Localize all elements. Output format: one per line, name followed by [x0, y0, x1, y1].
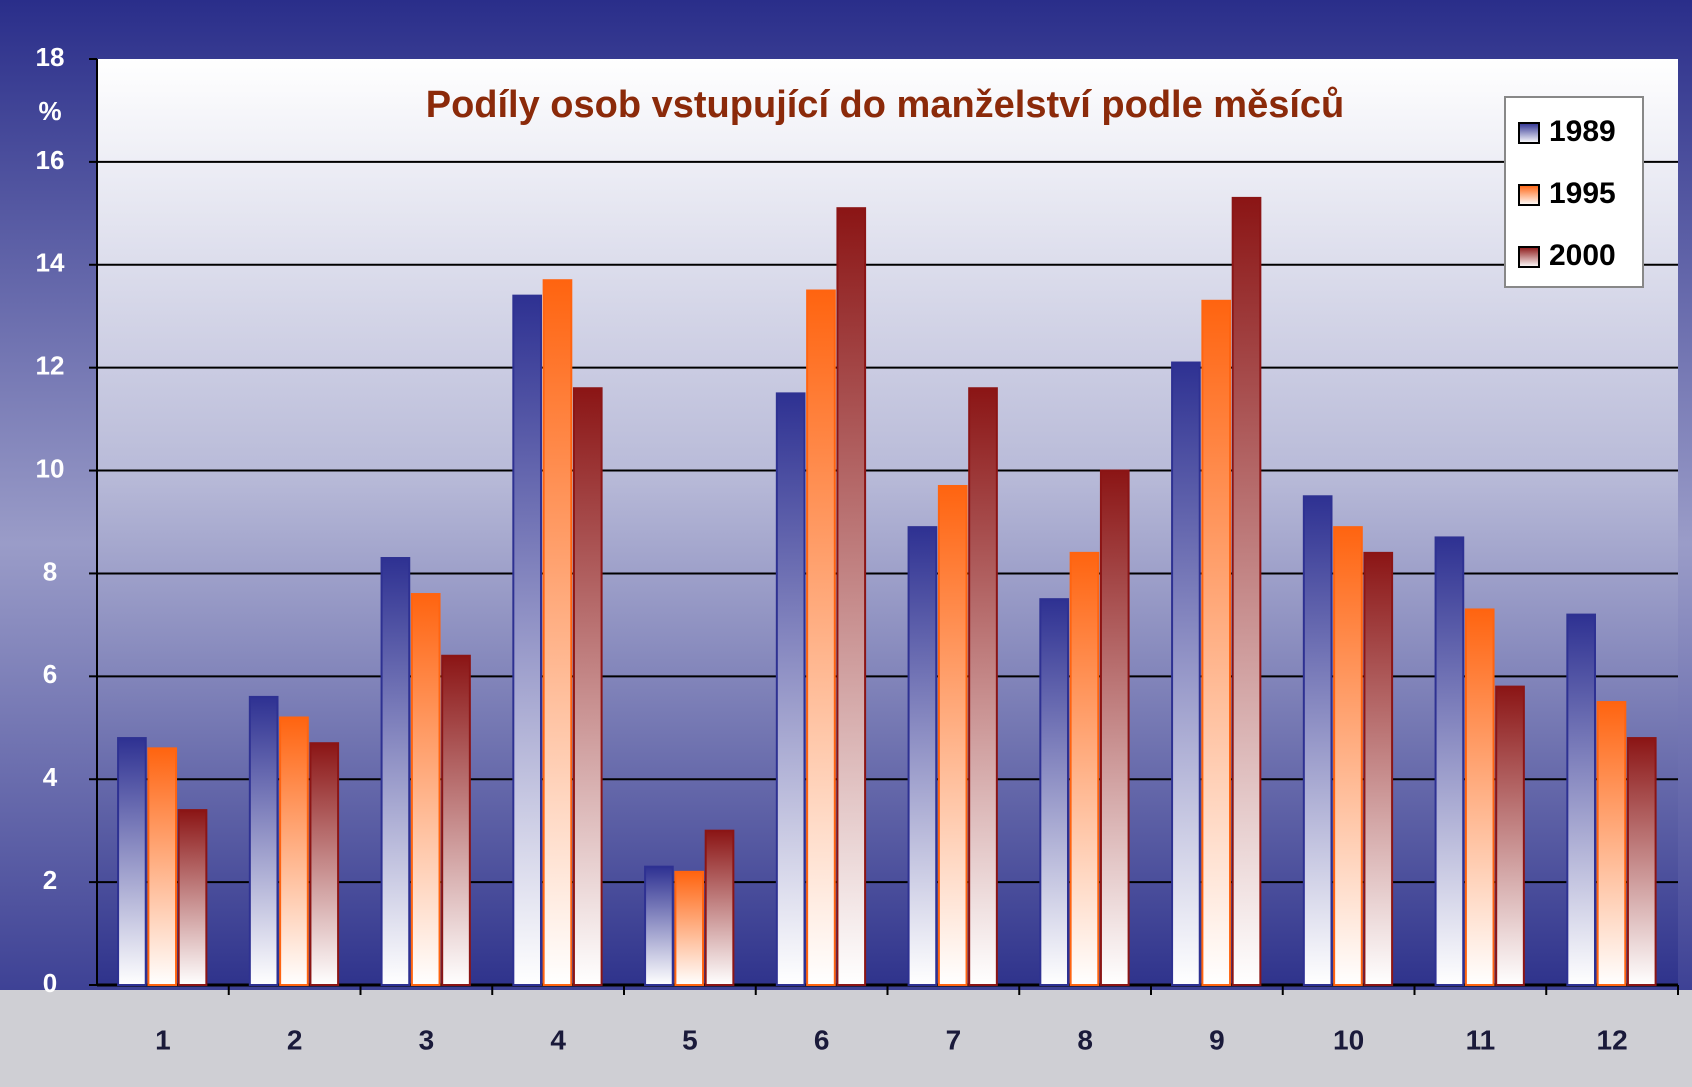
- y-tick-label: 2: [43, 865, 57, 895]
- bar: [836, 207, 867, 986]
- bar: [1039, 598, 1069, 987]
- bar: [1201, 299, 1232, 986]
- bar: [1333, 526, 1363, 987]
- bar: [1566, 613, 1596, 986]
- bar: [1099, 469, 1130, 986]
- bar: [937, 484, 968, 986]
- x-tick-label: 3: [419, 1024, 435, 1055]
- y-axis-label: %: [38, 96, 61, 126]
- bar: [147, 747, 178, 986]
- bar: [309, 742, 340, 987]
- x-tick-label: 5: [682, 1024, 698, 1055]
- bar: [248, 695, 279, 987]
- y-tick-label: 6: [43, 659, 57, 689]
- x-tick-label: 10: [1333, 1024, 1364, 1055]
- y-tick-label: 4: [43, 762, 58, 792]
- bar: [117, 737, 147, 986]
- bar: [704, 829, 735, 987]
- bar: [1626, 737, 1657, 986]
- plot-area: [97, 59, 1678, 985]
- category-band: [0, 990, 1692, 1087]
- bar: [380, 557, 411, 986]
- bar: [1464, 608, 1495, 986]
- bar: [1434, 536, 1465, 987]
- bar: [279, 716, 309, 986]
- bar: [1596, 701, 1627, 986]
- bar: [572, 387, 603, 986]
- x-tick-label: 9: [1209, 1024, 1225, 1055]
- bar: [1171, 361, 1201, 986]
- bar: [1231, 196, 1262, 986]
- y-tick-label: 10: [36, 453, 65, 483]
- legend-label: 1989: [1549, 115, 1616, 148]
- bar: [674, 870, 705, 986]
- x-tick-label: 6: [814, 1024, 830, 1055]
- y-tick-label: 16: [36, 145, 65, 175]
- legend-swatch: [1518, 246, 1540, 268]
- bar: [1495, 685, 1525, 986]
- bar: [177, 809, 208, 986]
- bar: [410, 593, 441, 986]
- bar: [806, 289, 836, 986]
- x-tick-label: 1: [155, 1024, 171, 1055]
- bar: [968, 387, 998, 986]
- legend-swatch: [1518, 184, 1540, 206]
- bar: [644, 865, 674, 987]
- x-tick-label: 12: [1597, 1024, 1628, 1055]
- y-tick-label: 18: [36, 42, 65, 72]
- bar: [907, 526, 938, 987]
- legend-label: 2000: [1549, 239, 1616, 272]
- x-tick-label: 2: [287, 1024, 303, 1055]
- x-tick-label: 7: [946, 1024, 962, 1055]
- bar: [512, 294, 542, 986]
- bar: [1069, 551, 1100, 986]
- legend-swatch: [1518, 122, 1540, 144]
- y-tick-label: 14: [36, 248, 65, 278]
- y-tick-label: 8: [43, 556, 57, 586]
- y-tick-label: 12: [36, 351, 65, 381]
- chart-title: Podíly osob vstupující do manželství pod…: [426, 84, 1345, 126]
- bar: [775, 392, 806, 986]
- bar: [441, 654, 471, 986]
- bar: [1302, 495, 1333, 986]
- y-tick-label: 0: [43, 968, 57, 998]
- x-tick-label: 4: [550, 1024, 566, 1055]
- x-tick-label: 11: [1466, 1024, 1496, 1055]
- bar: [1363, 551, 1394, 986]
- x-tick-label: 8: [1077, 1024, 1093, 1055]
- bar: [542, 279, 573, 986]
- legend-label: 1995: [1549, 177, 1616, 210]
